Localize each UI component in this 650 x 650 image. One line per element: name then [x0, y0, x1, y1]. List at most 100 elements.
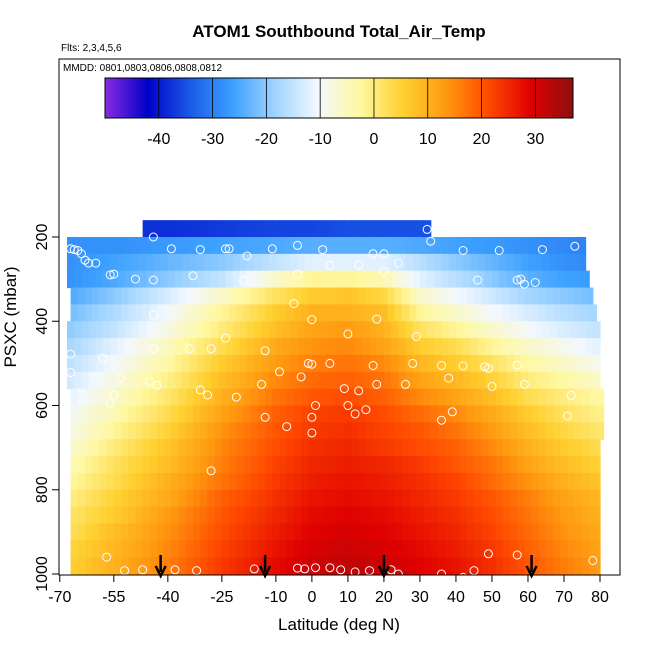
heatmap-cell	[167, 354, 176, 373]
heatmap-cell	[351, 557, 360, 575]
heatmap-cell	[344, 405, 353, 423]
heatmap-cell	[495, 439, 504, 457]
heatmap-cell	[394, 388, 403, 407]
heatmap-cell	[243, 456, 252, 474]
heatmap-cell	[322, 287, 331, 305]
heatmap-cell	[81, 237, 90, 255]
observation-point	[494, 246, 504, 255]
heatmap-cell	[250, 220, 259, 238]
heatmap-cell	[448, 338, 457, 356]
heatmap-cell	[538, 439, 547, 457]
heatmap-cell	[574, 388, 583, 407]
heatmap-cell	[257, 489, 266, 508]
heatmap-cell	[517, 388, 525, 407]
heatmap-cell	[293, 489, 302, 508]
heatmap-cell	[344, 456, 353, 474]
heatmap-cell	[416, 506, 425, 525]
heatmap-cell	[545, 456, 554, 474]
heatmap-cell	[286, 506, 295, 525]
heatmap-cell	[221, 472, 230, 491]
heatmap-cell	[553, 523, 561, 541]
heatmap-cell	[430, 557, 439, 575]
observation-point	[224, 244, 234, 254]
heatmap-cell	[351, 439, 360, 457]
heatmap-cell	[333, 338, 342, 356]
heatmap-cell	[229, 439, 237, 457]
heatmap-cell	[337, 304, 345, 322]
heatmap-cell	[448, 237, 457, 255]
heatmap-cell	[117, 338, 126, 356]
heatmap-cell	[113, 540, 122, 558]
heatmap-cell	[452, 405, 461, 423]
heatmap-cell	[164, 304, 173, 322]
heatmap-cell	[488, 506, 497, 525]
observation-point	[307, 359, 317, 369]
heatmap-cell	[513, 371, 522, 390]
heatmap-cell	[337, 456, 345, 474]
heatmap-cell	[380, 456, 389, 474]
heatmap-cell	[549, 321, 558, 339]
heatmap-cell	[502, 304, 511, 322]
heatmap-cell	[149, 287, 158, 305]
heatmap-cell	[99, 472, 108, 491]
observation-point	[116, 373, 126, 383]
heatmap-cell	[218, 321, 227, 339]
heatmap-cell	[524, 287, 533, 305]
heatmap-cell	[394, 456, 403, 474]
heatmap-cell	[315, 422, 324, 440]
heatmap-cell	[229, 456, 237, 474]
heatmap-cell	[229, 405, 237, 423]
heatmap-cell	[257, 287, 266, 305]
heatmap-cell	[70, 388, 79, 407]
heatmap-cell	[409, 422, 417, 440]
heatmap-cell	[344, 439, 353, 457]
heatmap-cell	[247, 338, 255, 356]
observation-point	[184, 344, 194, 354]
heatmap-cell	[239, 371, 248, 390]
heatmap-cell	[322, 439, 331, 457]
heatmap-cell	[99, 489, 108, 508]
heatmap-cell	[153, 253, 162, 272]
heatmap-cell	[164, 287, 173, 305]
heatmap-cell	[128, 405, 137, 423]
heatmap-cell	[412, 371, 421, 390]
heatmap-cell	[427, 321, 435, 339]
heatmap-cell	[113, 472, 122, 491]
heatmap-cell	[164, 523, 173, 541]
heatmap-cell	[589, 557, 597, 575]
heatmap-cell	[142, 523, 151, 541]
heatmap-cell	[567, 456, 576, 474]
heatmap-cell	[225, 338, 234, 356]
heatmap-cell	[391, 354, 399, 373]
heatmap-cell	[200, 456, 209, 474]
heatmap-cell	[545, 506, 554, 525]
observation-point	[537, 245, 547, 255]
heatmap-cell	[229, 557, 237, 575]
heatmap-cell	[571, 371, 579, 390]
observation-point	[148, 344, 158, 354]
heatmap-cell	[419, 321, 428, 339]
heatmap-cell	[203, 270, 212, 289]
observation-point	[130, 274, 140, 284]
heatmap-cell	[103, 338, 111, 356]
observation-point	[170, 565, 180, 575]
heatmap-cell	[567, 422, 576, 440]
heatmap-cell	[164, 540, 173, 558]
heatmap-cell	[445, 523, 453, 541]
heatmap-cell	[542, 237, 551, 255]
heatmap-cell	[445, 287, 453, 305]
heatmap-cell	[502, 472, 511, 491]
heatmap-cell	[365, 506, 374, 525]
heatmap-cell	[304, 338, 313, 356]
heatmap-cell	[574, 304, 583, 322]
heatmap-cell	[243, 388, 252, 407]
heatmap-cell	[567, 388, 576, 407]
heatmap-cell	[81, 253, 90, 272]
heatmap-cell	[535, 270, 543, 289]
heatmap-cell	[193, 472, 201, 491]
heatmap-cell	[481, 422, 489, 440]
heatmap-cell	[319, 321, 327, 339]
heatmap-cell	[254, 270, 263, 289]
observation-point	[166, 244, 176, 254]
